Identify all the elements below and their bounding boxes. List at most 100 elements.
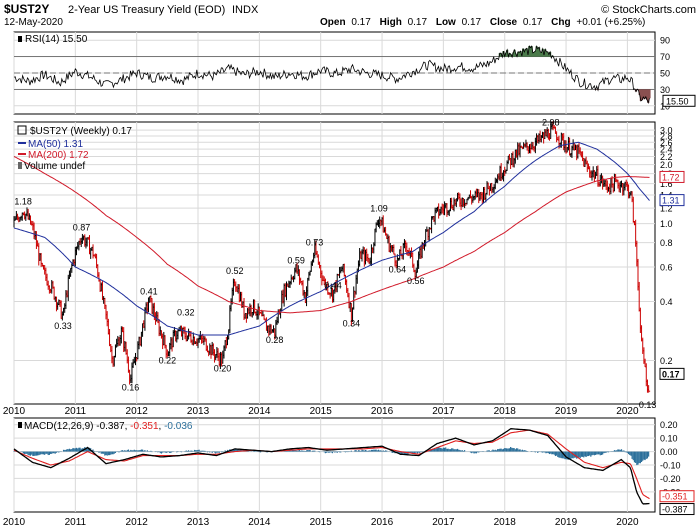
price-y-tick-label: 1.2 — [660, 204, 673, 214]
price-annotation-label: 0.64 — [389, 265, 407, 275]
rsi-layer — [13, 45, 655, 105]
price-last-value-label: 1.72 — [662, 172, 680, 182]
macd-last-value-label: -0.387 — [662, 505, 688, 515]
price-x-tick-label: 2018 — [494, 406, 517, 417]
price-y-tick-label: 2.4 — [660, 145, 673, 155]
price-y-tick-label: 1.6 — [660, 179, 673, 189]
exchange-label: INDX — [232, 4, 259, 16]
axis-layer: 2010 2010 2011 2011 2012 2012 2013 2013 2014 2014… — [3, 36, 696, 528]
ma200-legend-text: MA(200) 1.72 — [28, 150, 89, 161]
rsi-legend-swatch — [18, 36, 22, 42]
chg-label: Chg — [551, 17, 570, 28]
price-annotation-label: 0.41 — [140, 286, 158, 296]
price-last-value-box — [659, 170, 685, 183]
ma50-line — [13, 141, 650, 336]
macd-line — [13, 428, 650, 505]
volume-legend-text: Volume undef — [24, 161, 85, 172]
rsi-y-tick-label: 70 — [660, 52, 670, 62]
price-legend-text: $UST2Y (Weekly) 0.17 — [30, 126, 132, 137]
rsi-last-value-label: 15.50 — [666, 96, 689, 106]
price-annotation-label: 0.13 — [639, 400, 657, 410]
macd-signal-line — [13, 429, 650, 500]
macd-x-tick-label: 2012 — [126, 517, 149, 528]
price-x-tick-label: 2015 — [310, 406, 333, 417]
price-x-tick-label: 2019 — [555, 406, 578, 417]
price-last-value-label: 0.17 — [662, 369, 680, 379]
macd-legend-swatch — [18, 422, 22, 428]
macd-y-tick-label: 0.00 — [660, 447, 678, 457]
macd-legend-sep1: , — [125, 421, 131, 432]
price-annotation-label: 1.09 — [370, 203, 388, 213]
price-y-tick-label: 2.8 — [660, 131, 673, 141]
price-x-tick-label: 2010 — [3, 406, 26, 417]
macd-x-tick-label: 2019 — [555, 517, 578, 528]
price-y-tick-label: 2.2 — [660, 152, 673, 162]
macd-last-value-label: -0.351 — [662, 492, 688, 502]
price-x-tick-label: 2012 — [126, 406, 149, 417]
price-layer: 1.18 0.87 0.33 0.16 0.41 0.22 0.32 0.20 0.52 0.28… — [13, 118, 657, 410]
quote-line: Open 0.17 High 0.17 Low 0.17 Close 0.17 … — [320, 17, 645, 28]
price-annotation-label: 0.22 — [159, 355, 177, 365]
high-value: 0.17 — [408, 17, 428, 28]
price-annotation-label: 0.33 — [54, 321, 72, 331]
macd-x-tick-label: 2015 — [310, 517, 333, 528]
price-y-tick-label: 2.0 — [660, 160, 673, 170]
price-annotation-label: 0.73 — [306, 237, 324, 247]
close-label: Close — [490, 17, 518, 28]
price-annotation-label: 0.16 — [122, 383, 140, 393]
macd-x-tick-label: 2018 — [494, 517, 517, 528]
price-y-tick-label: 3.0 — [660, 126, 673, 136]
close-value: 0.17 — [523, 17, 543, 28]
macd-y-tick-label: 0.10 — [660, 434, 678, 444]
macd-legend-text: MACD(12,26,9) -0.387, -0.351, -0.036 — [24, 421, 193, 432]
price-last-value-label: 1.31 — [662, 196, 680, 206]
rsi-line — [13, 45, 650, 105]
price-legend: $UST2Y (Weekly) 0.17 MA(50) 1.31 MA(200)… — [17, 125, 132, 172]
source-credit: © StockCharts.com — [601, 4, 696, 16]
rsi-y-tick-label: 50 — [660, 69, 670, 79]
price-annotation-label: 0.28 — [266, 335, 284, 345]
macd-x-tick-label: 2011 — [65, 517, 87, 528]
price-annotation-label: 0.87 — [73, 222, 91, 232]
macd-legend: MACD(12,26,9) -0.387, -0.351, -0.036 — [18, 421, 193, 432]
rsi-y-tick-label: 90 — [660, 36, 670, 46]
rsi-legend: RSI(14) 15.50 — [18, 34, 88, 45]
price-legend-swatch — [17, 125, 27, 135]
rsi-last-value-box — [662, 94, 696, 107]
security-name: 2-Year US Treasury Yield (EOD) — [68, 4, 225, 16]
price-x-tick-label: 2020 — [616, 406, 639, 417]
macd-last-value-box — [659, 503, 695, 516]
macd-x-tick-label: 2017 — [432, 517, 455, 528]
price-annotation-label: 0.20 — [214, 364, 232, 374]
open-label: Open — [320, 17, 346, 28]
price-annotation-label: 2.98 — [542, 118, 560, 128]
macd-legend-signal: -0.351 — [130, 421, 159, 432]
chg-value: +0.01 (+6.25%) — [576, 17, 645, 28]
ticker-symbol: $UST2Y — [4, 2, 49, 16]
price-annotation-label: 0.52 — [226, 266, 244, 276]
macd-x-tick-label: 2016 — [371, 517, 394, 528]
price-annotation-label: 1.18 — [14, 197, 32, 207]
price-annotation-label: 0.34 — [343, 318, 361, 328]
macd-layer — [13, 428, 650, 505]
price-x-tick-label: 2011 — [65, 406, 87, 417]
price-x-tick-label: 2013 — [187, 406, 210, 417]
price-annotation-label: 0.56 — [407, 276, 425, 286]
grid-layer — [13, 32, 655, 512]
macd-legend-sep2: , — [159, 421, 165, 432]
price-x-tick-label: 2017 — [432, 406, 455, 417]
low-value: 0.17 — [462, 17, 482, 28]
macd-legend-hist: -0.036 — [164, 421, 193, 432]
price-x-tick-label: 2016 — [371, 406, 394, 417]
price-last-value-box — [659, 194, 685, 207]
macd-x-tick-label: 2020 — [616, 517, 639, 528]
high-label: High — [380, 17, 402, 28]
price-y-tick-label: 2.6 — [660, 138, 673, 148]
price-y-tick-label: 0.2 — [660, 356, 673, 366]
price-y-tick-label: 0.8 — [660, 238, 673, 248]
macd-legend-prefix: MACD(12,26,9) - — [24, 421, 100, 432]
price-last-value-box — [659, 367, 685, 380]
price-annotation-label: 0.44 — [324, 280, 342, 290]
price-annotation-label: 0.59 — [287, 255, 305, 265]
